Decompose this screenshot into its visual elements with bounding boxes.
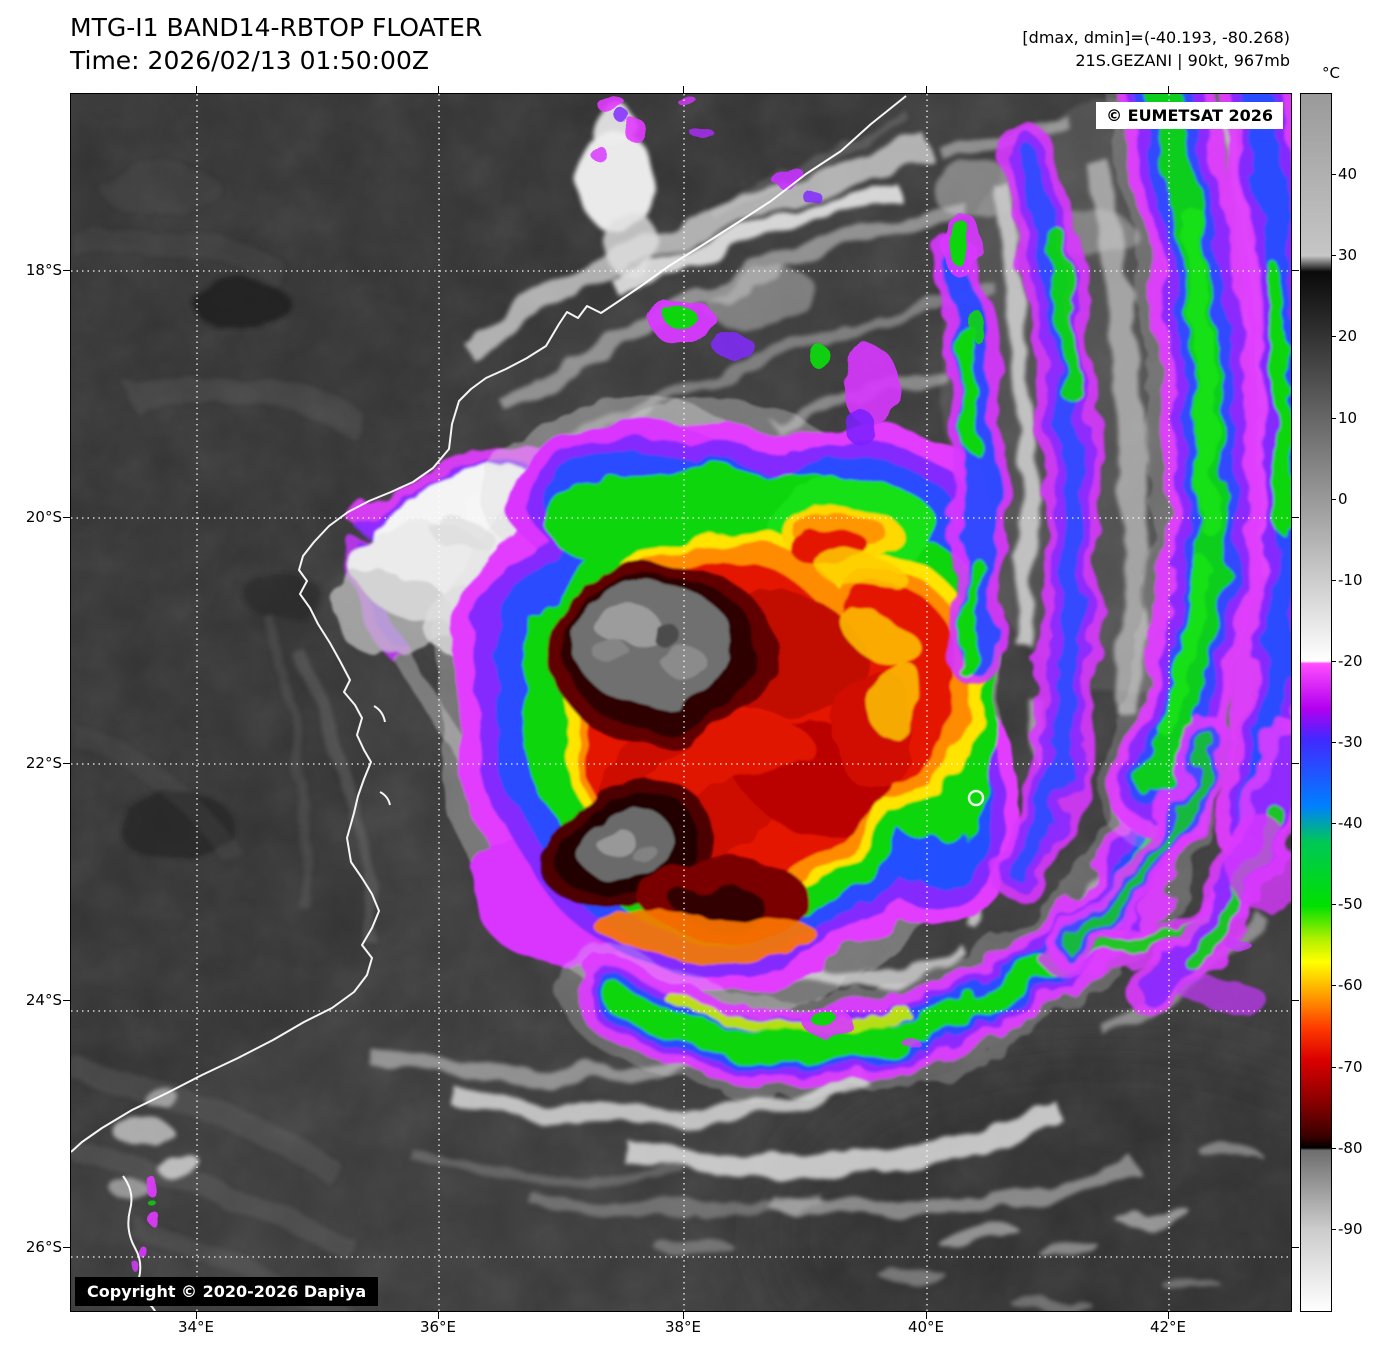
eastern-spiral-bands (930, 94, 1291, 1017)
colorbar-tick (1331, 660, 1336, 662)
colorbar-tick-label: -50 (1338, 895, 1363, 914)
satellite-map: © EUMETSAT 2026 Copyright © 2020-2026 Da… (70, 93, 1292, 1312)
colorbar-tick (1331, 498, 1336, 500)
colorbar-gradient (1301, 94, 1331, 1311)
lon-label-36e: 36°E (419, 1318, 457, 1336)
colorbar-unit-label: °C (1322, 64, 1340, 82)
product-metrics: [dmax, dmin]=(-40.193, -80.268) 21S.GEZA… (1022, 26, 1290, 72)
colorbar-tick (1331, 336, 1336, 338)
colorbar-tick (1331, 579, 1336, 581)
colorbar-tick-label: -60 (1338, 976, 1363, 995)
colorbar-tick-label: 0 (1338, 489, 1348, 508)
colorbar-tick-label: 30 (1338, 246, 1358, 265)
colorbar-tick-label: -80 (1338, 1138, 1363, 1157)
product-title: MTG-I1 BAND14-RBTOP FLOATER (70, 13, 483, 42)
colorbar-tick (1331, 174, 1336, 176)
colorbar-tick (1331, 823, 1336, 825)
lat-label-22s: 22°S (25, 754, 62, 772)
background-clouds-west (71, 114, 913, 1311)
colorbar-tick-label: -40 (1338, 814, 1363, 833)
lon-label-38e: 38°E (664, 1318, 702, 1336)
colorbar-tick (1331, 985, 1336, 987)
cyclone-central-dense-overcast (441, 404, 1021, 1019)
colorbar-tick (1331, 1228, 1336, 1230)
axis-tick (926, 86, 927, 93)
colorbar-tick-label: -70 (1338, 1057, 1363, 1076)
dmax-dmin-line: [dmax, dmin]=(-40.193, -80.268) (1022, 28, 1290, 47)
axis-tick (683, 86, 684, 93)
colorbar-tick-label: 40 (1338, 165, 1358, 184)
axis-tick (1292, 1247, 1299, 1248)
axis-tick (63, 1247, 70, 1248)
dapiya-credit-badge: Copyright © 2020-2026 Dapiya (75, 1277, 379, 1306)
storm-info-line: 21S.GEZANI | 90kt, 967mb (1075, 51, 1290, 70)
axis-tick (196, 86, 197, 93)
lon-label-34e: 34°E (177, 1318, 215, 1336)
axis-tick (196, 1312, 197, 1319)
colorbar-tick-label: 10 (1338, 408, 1358, 427)
axis-tick (438, 86, 439, 93)
product-time: Time: 2026/02/13 01:50:00Z (70, 46, 429, 75)
colorbar-tick (1331, 1147, 1336, 1149)
axis-tick (1168, 86, 1169, 93)
islands (122, 705, 391, 1311)
axis-tick (1292, 1000, 1299, 1001)
lat-label-24s: 24°S (25, 991, 62, 1009)
colorbar-tick (1331, 904, 1336, 906)
satellite-imagery (71, 94, 1291, 1311)
axis-tick (1292, 270, 1299, 271)
axis-tick (63, 763, 70, 764)
axis-tick (1292, 517, 1299, 518)
small-ring-marker (967, 789, 985, 807)
colorbar-tick (1331, 417, 1336, 419)
axis-tick (1168, 1312, 1169, 1319)
colorbar-tick (1331, 1066, 1336, 1068)
axis-tick (1292, 763, 1299, 764)
colorbar-tick (1331, 742, 1336, 744)
colorbar-tick-label: -30 (1338, 733, 1363, 752)
axis-tick (926, 1312, 927, 1319)
coastline (71, 95, 907, 1153)
lat-label-18s: 18°S (25, 261, 62, 279)
colorbar (1300, 93, 1332, 1312)
scattered-cold-cloud-specks (131, 95, 1252, 1271)
axis-tick (63, 517, 70, 518)
axis-tick (683, 1312, 684, 1319)
colorbar-tick-label: -20 (1338, 651, 1363, 670)
axis-tick (63, 270, 70, 271)
lat-label-26s: 26°S (25, 1238, 62, 1256)
lat-label-20s: 20°S (25, 508, 62, 526)
lon-label-42e: 42°E (1149, 1318, 1187, 1336)
colorbar-tick-label: 20 (1338, 327, 1358, 346)
cloud-streaks-south (364, 943, 1261, 1310)
eumetsat-credit-badge: © EUMETSAT 2026 (1096, 102, 1283, 129)
colorbar-tick (1331, 255, 1336, 257)
colorbar-tick-label: -10 (1338, 570, 1363, 589)
axis-tick (63, 1000, 70, 1001)
colorbar-tick-label: -90 (1338, 1219, 1363, 1238)
lon-label-40e: 40°E (907, 1318, 945, 1336)
axis-tick (438, 1312, 439, 1319)
